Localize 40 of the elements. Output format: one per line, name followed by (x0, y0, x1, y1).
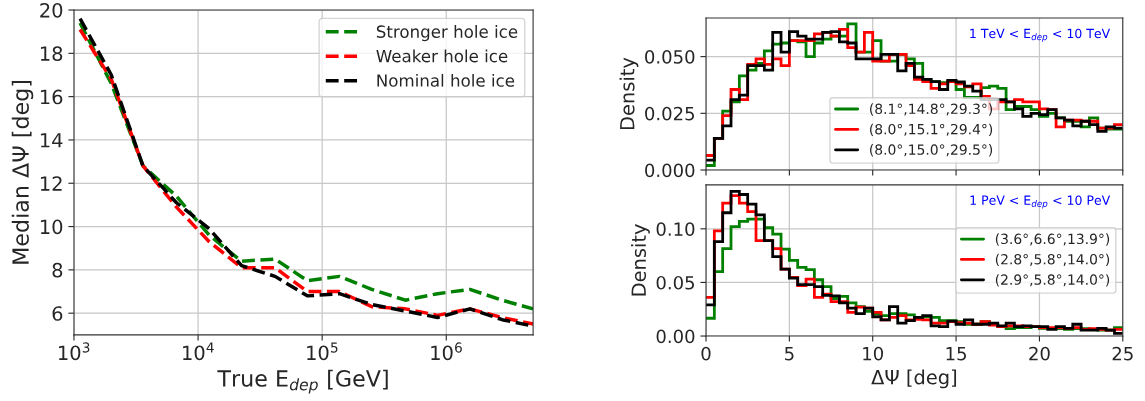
y-tick-label: 0.05 (656, 275, 695, 290)
legend-label: (8.1°,14.8°,29.3°) (870, 103, 993, 116)
y-tick-label: 16 (40, 89, 63, 105)
x-tick-label: 10 (863, 346, 884, 361)
y-axis-title: Density (619, 57, 639, 130)
y-tick-label: 0.00 (656, 329, 695, 344)
x-tick-label: 10$^{4}$ (183, 342, 214, 361)
y-axis-title: Density (631, 224, 650, 296)
legend-label: (8.0°,15.1°,29.4°) (870, 123, 993, 137)
y-tick-label: 0.050 (645, 50, 695, 64)
legend-label: Stronger hole ice (376, 25, 518, 42)
legend-label: Nominal hole ice (377, 73, 515, 87)
x-tick-label: 20 (1029, 346, 1050, 361)
legend-label: (2.8°,5.8°,14.0°) (995, 253, 1110, 267)
y-tick-label: 10 (40, 219, 63, 235)
y-tick-label: 0.025 (645, 106, 695, 121)
y-tick-label: 6 (52, 306, 63, 321)
annotation: 1 PeV < E$_{dep}$ < 10 PeV (970, 195, 1111, 209)
y-axis-title: Median ΔΨ [deg] (11, 80, 34, 264)
legend-label: (3.6°,6.6°,13.9°) (995, 233, 1110, 246)
y-tick-label: 8 (52, 262, 63, 278)
y-tick-label: 0.000 (645, 163, 695, 178)
x-tick-label: 5 (785, 347, 794, 361)
y-tick-label: 12 (40, 176, 62, 191)
y-tick-label: 0.10 (656, 222, 695, 236)
y-tick-label: 14 (40, 133, 63, 148)
x-axis-title: ΔΨ [deg] (871, 369, 957, 389)
legend-label: (2.9°,5.8°,14.0°) (995, 274, 1110, 287)
y-tick-label: 18 (40, 46, 63, 61)
y-tick-label: 20 (40, 2, 63, 18)
legend-label: Weaker hole ice (376, 49, 508, 63)
x-tick-label: 15 (946, 347, 966, 361)
legend-label: (8.0°,15.0°,29.5°) (870, 144, 993, 157)
annotation: 1 TeV < E$_{dep}$ < 10 TeV (970, 28, 1111, 42)
x-tick-label: 25 (1112, 346, 1133, 361)
x-tick-label: 10$^{6}$ (431, 342, 462, 361)
x-tick-label: 0 (701, 346, 711, 361)
x-tick-label: 10$^{3}$ (58, 342, 90, 361)
x-axis-title: True E$_{dep}$ [GeV] (217, 369, 388, 394)
x-tick-label: 10$^{5}$ (307, 342, 338, 361)
